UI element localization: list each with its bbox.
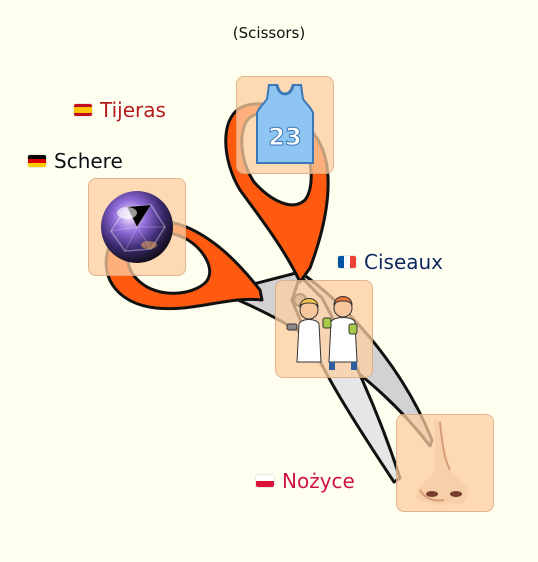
germany-flag-icon bbox=[28, 155, 46, 167]
label-spanish-text: Tijeras bbox=[100, 98, 166, 122]
label-german-text: Schere bbox=[54, 149, 123, 173]
label-french[interactable]: Ciseaux bbox=[338, 250, 443, 274]
label-spanish[interactable]: Tijeras bbox=[74, 98, 166, 122]
prompt-title: (Scissors) bbox=[232, 24, 306, 42]
tile-nose[interactable] bbox=[396, 414, 494, 512]
label-french-text: Ciseaux bbox=[364, 250, 444, 274]
tile-orb[interactable] bbox=[88, 178, 186, 276]
spain-flag-icon bbox=[74, 104, 92, 116]
people-exercising-icon bbox=[286, 296, 358, 370]
tile-people[interactable] bbox=[275, 280, 373, 378]
nose-icon bbox=[416, 420, 468, 505]
tile-jersey[interactable]: 23 bbox=[236, 76, 334, 174]
crystal-orb-icon bbox=[101, 191, 173, 263]
basketball-jersey-icon: 23 bbox=[256, 84, 314, 164]
poland-flag-icon bbox=[256, 475, 274, 487]
label-polish[interactable]: Nożyce bbox=[256, 469, 355, 493]
france-flag-icon bbox=[338, 256, 356, 268]
label-polish-text: Nożyce bbox=[282, 469, 355, 493]
jersey-number: 23 bbox=[268, 123, 301, 151]
label-german[interactable]: Schere bbox=[28, 149, 123, 173]
